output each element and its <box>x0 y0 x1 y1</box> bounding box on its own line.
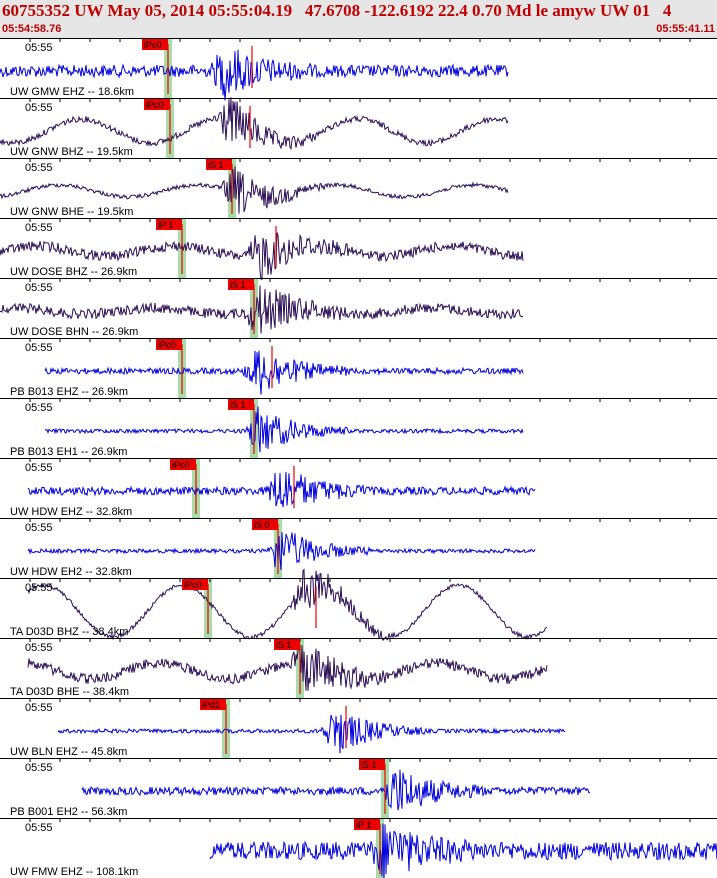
station-label: UW FMW EHZ -- 108.1km <box>10 866 138 878</box>
station-label: PB B001 EH2 -- 56.3km <box>10 806 127 818</box>
station-label: UW DOSE BHZ -- 26.9km <box>10 266 137 278</box>
waveform <box>44 350 524 395</box>
pick-box[interactable] <box>228 399 254 410</box>
row-time-label: 05:55 <box>25 102 53 114</box>
pick-label: iS 1 <box>276 640 292 650</box>
pick-box[interactable] <box>252 519 278 530</box>
pick-label: iS 1 <box>361 760 377 770</box>
row-time-label: 05:55 <box>25 582 53 594</box>
trace-row[interactable]: iPc0 05:55 PB B013 EHZ -- 26.9km <box>0 338 717 398</box>
waveform <box>27 532 536 570</box>
station-label: TA D03D BHZ -- 38.4km <box>10 626 128 638</box>
station-label: UW GMW EHZ -- 18.6km <box>10 86 134 98</box>
row-time-label: 05:55 <box>25 42 53 54</box>
row-time-label: 05:55 <box>25 282 53 294</box>
waveform <box>209 823 717 878</box>
seismogram-header: 60755352 UW May 05, 2014 05:55:04.19 47.… <box>0 0 717 39</box>
pick-box[interactable] <box>156 339 182 350</box>
pick-label: iP 1 <box>356 820 371 830</box>
row-time-label: 05:55 <box>25 642 53 654</box>
waveform <box>27 471 536 508</box>
pick-box[interactable] <box>170 459 196 470</box>
pick-label: iP 1 <box>158 220 173 230</box>
pick-label: iPc0 <box>146 100 164 110</box>
waveform <box>0 285 524 334</box>
window-start-time: 05:54:58.76 <box>2 23 62 35</box>
trace-row[interactable]: iPc0 05:55 UW GMW EHZ -- 18.6km <box>0 38 717 101</box>
pick-label: iS 1 <box>230 280 246 290</box>
pick-label: iPc0 <box>184 580 202 590</box>
station-label: PB B013 EHZ -- 26.9km <box>10 386 128 398</box>
row-time-label: 05:55 <box>25 222 53 234</box>
window-end-time: 05:55:41.11 <box>656 23 715 35</box>
trace-row[interactable]: iS 1 05:55 TA D03D BHE -- 38.4km <box>0 638 717 698</box>
trace-row[interactable]: iS 1 05:55 PB B013 EH1 -- 26.9km <box>0 398 717 458</box>
trace-row[interactable]: iS 0 05:55 UW HDW EH2 -- 32.8km <box>0 518 717 578</box>
pick-box[interactable] <box>274 639 300 650</box>
waveform <box>0 97 509 151</box>
event-title: 60755352 UW May 05, 2014 05:55:04.19 47.… <box>2 1 672 20</box>
trace-row[interactable]: iPc0 05:55 UW HDW EHZ -- 32.8km <box>0 458 717 518</box>
trace-row[interactable]: iPc0 05:55 TA D03D BHZ -- 38.4km <box>0 568 717 641</box>
trace-row[interactable]: iP 1 05:55 UW DOSE BHZ -- 26.9km <box>0 218 717 280</box>
pick-box[interactable] <box>206 159 232 170</box>
trace-row[interactable]: iPc0 05:55 UW GNW BHZ -- 19.5km <box>0 97 717 158</box>
waveform <box>57 714 566 754</box>
pick-box[interactable] <box>182 579 208 590</box>
seismogram-panel[interactable]: iPc0 05:55 UW GMW EHZ -- 18.6km iPc0 05:55 UW… <box>0 38 717 878</box>
station-label: UW GNW BHE -- 19.5km <box>10 206 133 218</box>
pick-label: iS 0 <box>254 520 270 530</box>
waveform <box>81 769 591 811</box>
station-label: UW DOSE BHN -- 26.9km <box>10 326 138 338</box>
pick-box[interactable] <box>354 819 380 830</box>
pick-label: iPc0 <box>144 40 162 50</box>
waveform <box>0 166 509 214</box>
row-time-label: 05:55 <box>25 702 53 714</box>
pick-box[interactable] <box>142 39 168 50</box>
waveform <box>27 645 548 691</box>
pick-label: iPc0 <box>158 340 176 350</box>
waveform <box>44 406 524 453</box>
pick-box[interactable] <box>156 219 182 230</box>
row-time-label: 05:55 <box>25 822 53 834</box>
row-time-label: 05:55 <box>25 462 53 474</box>
pick-label: iS 1 <box>230 400 246 410</box>
pick-label: iPd1 <box>202 700 220 710</box>
station-label: TA D03D BHE -- 38.4km <box>10 686 129 698</box>
pick-box[interactable] <box>144 99 170 110</box>
pick-box[interactable] <box>228 279 254 290</box>
row-time-label: 05:55 <box>25 762 53 774</box>
row-time-label: 05:55 <box>25 402 53 414</box>
trace-row[interactable]: iS 1 05:55 UW GNW BHE -- 19.5km <box>0 158 717 218</box>
station-label: PB B013 EH1 -- 26.9km <box>10 446 127 458</box>
trace-row[interactable]: iS 1 05:55 UW DOSE BHN -- 26.9km <box>0 278 717 338</box>
pick-box[interactable] <box>359 759 385 770</box>
row-time-label: 05:55 <box>25 522 53 534</box>
station-label: UW GNW BHZ -- 19.5km <box>10 146 133 158</box>
trace-row[interactable]: iP 1 05:55 UW FMW EHZ -- 108.1km <box>0 818 717 878</box>
waveform <box>0 49 509 101</box>
pick-box[interactable] <box>200 699 226 710</box>
pick-label: iPc0 <box>172 460 190 470</box>
waveform <box>0 232 524 280</box>
row-time-label: 05:55 <box>25 162 53 174</box>
trace-rows: iPc0 05:55 UW GMW EHZ -- 18.6km iPc0 05:55 UW… <box>0 38 717 878</box>
pick-label: iS 1 <box>208 160 224 170</box>
trace-row[interactable]: iS 1 05:55 PB B001 EH2 -- 56.3km <box>0 758 717 818</box>
station-label: UW HDW EHZ -- 32.8km <box>10 506 132 518</box>
station-label: UW HDW EH2 -- 32.8km <box>10 566 132 578</box>
station-label: UW BLN EHZ -- 45.8km <box>10 746 127 758</box>
row-time-label: 05:55 <box>25 342 53 354</box>
trace-row[interactable]: iPd1 05:55 UW BLN EHZ -- 45.8km <box>0 698 717 758</box>
waveform <box>27 568 548 641</box>
